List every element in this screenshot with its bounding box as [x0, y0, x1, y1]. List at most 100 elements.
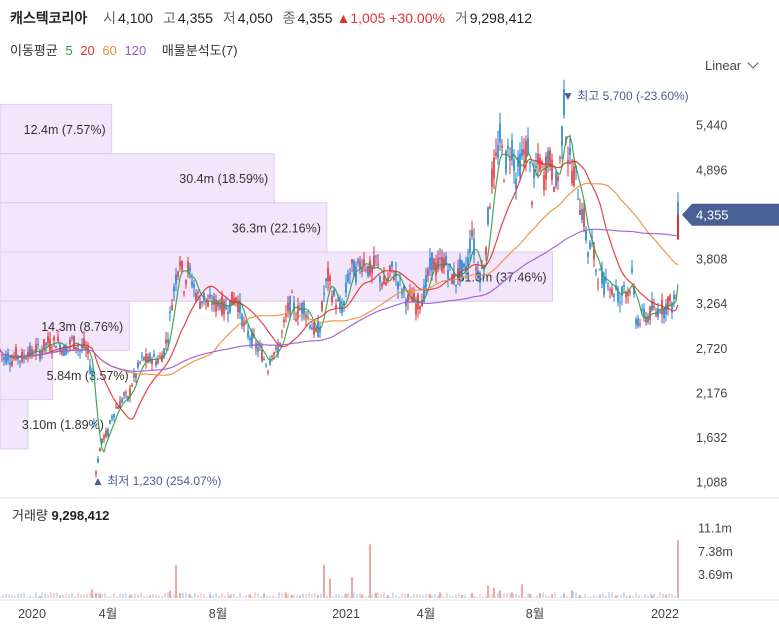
- candle-body: [483, 273, 485, 276]
- candle-body: [599, 269, 601, 271]
- candle-body: [173, 286, 175, 292]
- candle-body: [409, 291, 411, 293]
- candle-body: [601, 270, 603, 285]
- volume-bar: [128, 596, 130, 598]
- volume-bar: [422, 595, 424, 598]
- candle-body: [183, 291, 185, 294]
- candle-body: [93, 422, 95, 424]
- candle-body: [11, 361, 13, 366]
- volume-bar: [167, 592, 169, 598]
- scale-mode-dropdown[interactable]: Linear: [705, 57, 759, 73]
- volume-bar: [323, 564, 325, 598]
- ma20-label[interactable]: 20: [80, 43, 95, 58]
- ma5-label[interactable]: 5: [65, 43, 73, 58]
- candle-body: [611, 288, 613, 295]
- candle-body: [0, 349, 1, 351]
- candle-body: [339, 302, 341, 310]
- volume-bar: [638, 595, 640, 598]
- volume-bar: [509, 593, 511, 598]
- volume-bar: [563, 593, 565, 598]
- ma-title[interactable]: 이동평균: [10, 43, 58, 58]
- volume-bar: [395, 595, 397, 598]
- volume-bar: [134, 593, 136, 598]
- volume-bar: [369, 544, 371, 598]
- volume-bar: [377, 592, 379, 598]
- candle-body: [485, 247, 487, 255]
- volume-bar: [14, 595, 16, 598]
- candle-body: [595, 270, 597, 272]
- candle-body: [489, 206, 491, 209]
- volume-bar: [293, 594, 295, 598]
- volume-bar: [494, 596, 496, 598]
- candle-body: [469, 238, 471, 253]
- candle-body: [347, 274, 349, 282]
- volume-bar: [326, 596, 328, 598]
- candle-body: [285, 313, 287, 317]
- candle-body: [375, 255, 377, 257]
- candle-body: [431, 252, 433, 271]
- ma60-label[interactable]: 60: [102, 43, 117, 58]
- volume-bar: [533, 596, 535, 598]
- candle-body: [225, 304, 227, 310]
- candle-body: [159, 356, 161, 358]
- x-tick-label: 4월: [417, 607, 435, 621]
- volume-bar: [401, 592, 403, 598]
- candle-body: [389, 265, 391, 272]
- candle-body: [423, 285, 425, 302]
- volume-bar: [5, 593, 7, 598]
- candle-body: [247, 331, 249, 338]
- volume-bar: [362, 595, 364, 598]
- candle-body: [207, 301, 209, 307]
- candle-body: [297, 305, 299, 319]
- volume-bar: [56, 592, 58, 598]
- candle-body: [187, 261, 189, 273]
- volume-bar: [542, 592, 544, 598]
- volume-bar: [227, 592, 229, 598]
- volume-bar: [278, 592, 280, 598]
- volume-bar: [665, 594, 667, 598]
- volume-bar: [539, 596, 541, 598]
- price-tick-label: 2,720: [696, 342, 727, 356]
- ma120-label[interactable]: 120: [124, 43, 147, 58]
- candle-body: [101, 438, 103, 443]
- candle-body: [507, 145, 509, 149]
- volume-bar: [218, 595, 220, 598]
- candle-body: [581, 208, 583, 220]
- volume-profile-toggle[interactable]: 매물분석도(7): [161, 43, 238, 58]
- volume-bar: [137, 594, 139, 598]
- x-tick-label: 2022: [651, 607, 679, 621]
- volume-bar: [263, 593, 265, 598]
- candle-body: [275, 347, 277, 350]
- candle-body: [373, 256, 375, 267]
- volume-bar: [620, 594, 622, 598]
- candle-body: [301, 303, 303, 314]
- candle-body: [83, 338, 85, 347]
- volume-bar: [473, 595, 475, 598]
- candle-body: [269, 360, 271, 365]
- volume-profile-label: 3.10m (1.89%): [22, 418, 104, 432]
- candle-body: [333, 290, 335, 296]
- volume-bar: [236, 596, 238, 598]
- candle-body: [149, 353, 151, 362]
- candle-body: [279, 342, 281, 347]
- volume-bar: [194, 592, 196, 598]
- volume-bar: [263, 596, 265, 598]
- volume-bar: [291, 594, 293, 598]
- volume-bar: [428, 593, 430, 598]
- candle-body: [317, 321, 319, 337]
- candle-body: [573, 166, 575, 186]
- close-label: 종: [282, 10, 296, 26]
- x-tick-label: 4월: [99, 607, 117, 621]
- volume-value: 9,298,412: [469, 10, 533, 26]
- volume-profile-label: 30.4m (18.59%): [179, 172, 268, 186]
- volume-bar: [590, 596, 592, 598]
- price-tick-label: 4,896: [696, 163, 727, 177]
- volume-bar: [191, 596, 193, 598]
- candle-body: [305, 314, 307, 319]
- candle-body: [179, 261, 181, 266]
- volume-profile-bar: [0, 153, 275, 204]
- volume-bar: [47, 594, 49, 598]
- volume-bar: [161, 595, 163, 598]
- volume-bar: [566, 595, 568, 598]
